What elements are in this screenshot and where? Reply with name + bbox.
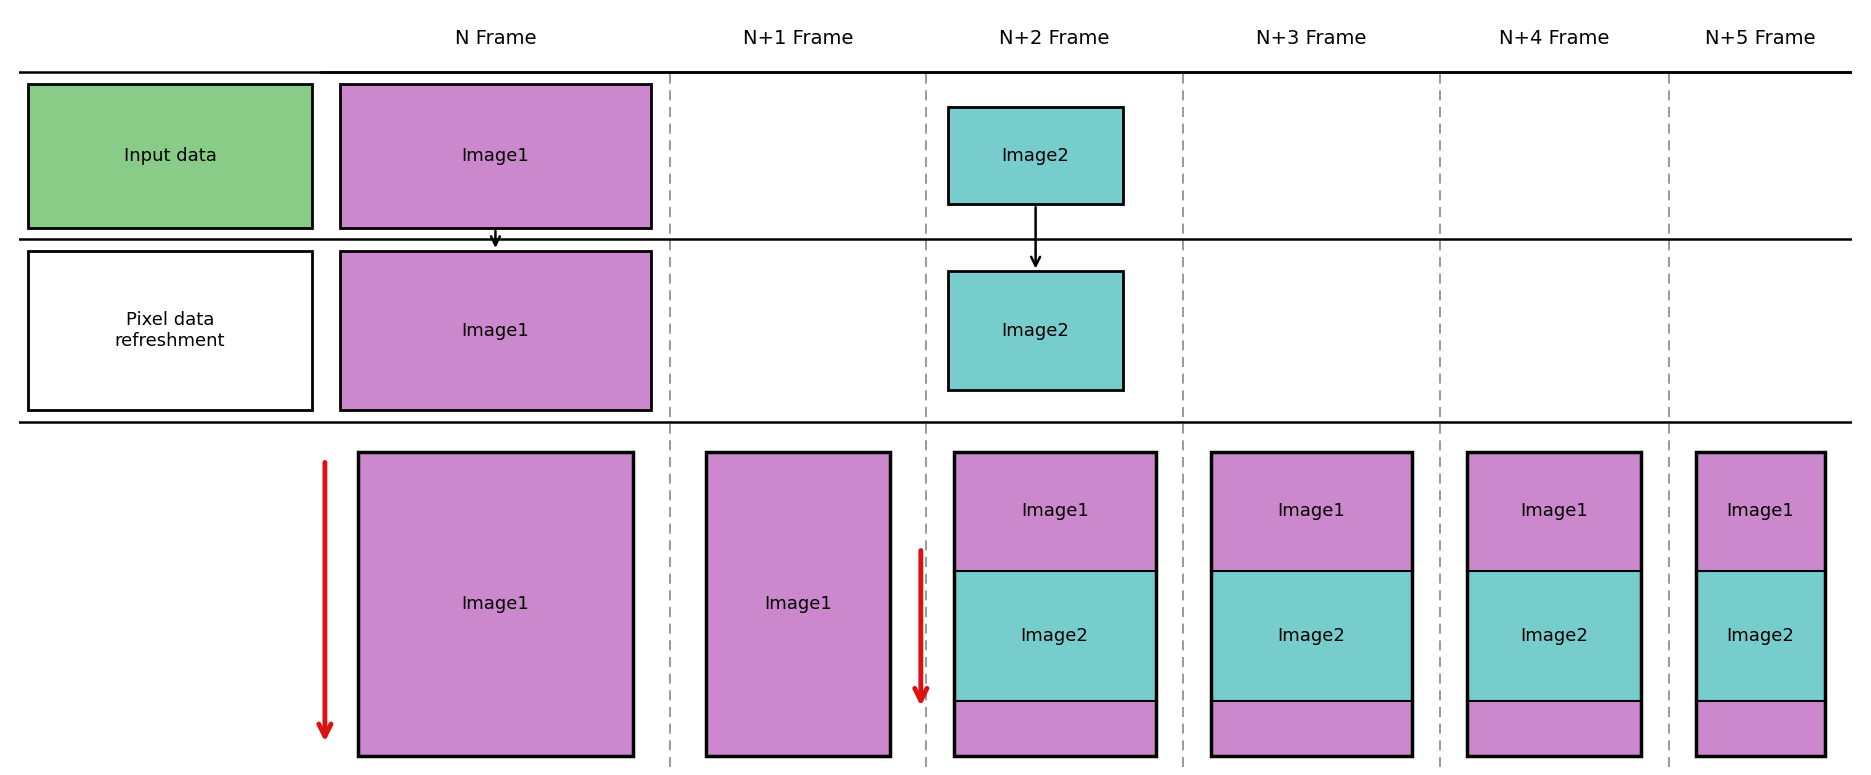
FancyBboxPatch shape — [1697, 570, 1824, 701]
Text: Image1: Image1 — [462, 595, 529, 613]
FancyBboxPatch shape — [28, 251, 312, 410]
Text: N Frame: N Frame — [455, 29, 537, 47]
Text: Image1: Image1 — [1521, 502, 1588, 520]
Text: Image2: Image2 — [1001, 146, 1070, 165]
FancyBboxPatch shape — [1467, 570, 1641, 701]
FancyBboxPatch shape — [341, 84, 651, 228]
FancyBboxPatch shape — [954, 701, 1156, 756]
Text: Image2: Image2 — [1001, 322, 1070, 339]
FancyBboxPatch shape — [1467, 701, 1641, 756]
FancyBboxPatch shape — [1211, 452, 1413, 570]
FancyBboxPatch shape — [1467, 452, 1641, 570]
Text: Image2: Image2 — [1022, 627, 1089, 645]
FancyBboxPatch shape — [949, 108, 1123, 205]
Text: Image1: Image1 — [763, 595, 833, 613]
Text: N+1 Frame: N+1 Frame — [743, 29, 853, 47]
Text: Input data: Input data — [123, 146, 217, 165]
Text: Image2: Image2 — [1278, 627, 1345, 645]
FancyBboxPatch shape — [357, 452, 632, 756]
FancyBboxPatch shape — [28, 84, 312, 228]
Text: Image2: Image2 — [1521, 627, 1588, 645]
Text: Image1: Image1 — [462, 146, 529, 165]
FancyBboxPatch shape — [705, 452, 889, 756]
FancyBboxPatch shape — [1211, 570, 1413, 701]
Text: Image1: Image1 — [1278, 502, 1345, 520]
Text: N+5 Frame: N+5 Frame — [1704, 29, 1817, 47]
FancyBboxPatch shape — [1697, 701, 1824, 756]
FancyBboxPatch shape — [1697, 452, 1824, 570]
Text: Image1: Image1 — [462, 322, 529, 339]
FancyBboxPatch shape — [954, 452, 1156, 570]
Text: N+3 Frame: N+3 Frame — [1255, 29, 1366, 47]
Text: Pixel data
refreshment: Pixel data refreshment — [114, 311, 225, 350]
FancyBboxPatch shape — [341, 251, 651, 410]
Text: N+2 Frame: N+2 Frame — [999, 29, 1110, 47]
FancyBboxPatch shape — [949, 271, 1123, 390]
Text: Image1: Image1 — [1727, 502, 1794, 520]
Text: Image2: Image2 — [1727, 627, 1794, 645]
FancyBboxPatch shape — [954, 570, 1156, 701]
Text: Image1: Image1 — [1022, 502, 1089, 520]
Text: N+4 Frame: N+4 Frame — [1499, 29, 1609, 47]
FancyBboxPatch shape — [1211, 701, 1413, 756]
